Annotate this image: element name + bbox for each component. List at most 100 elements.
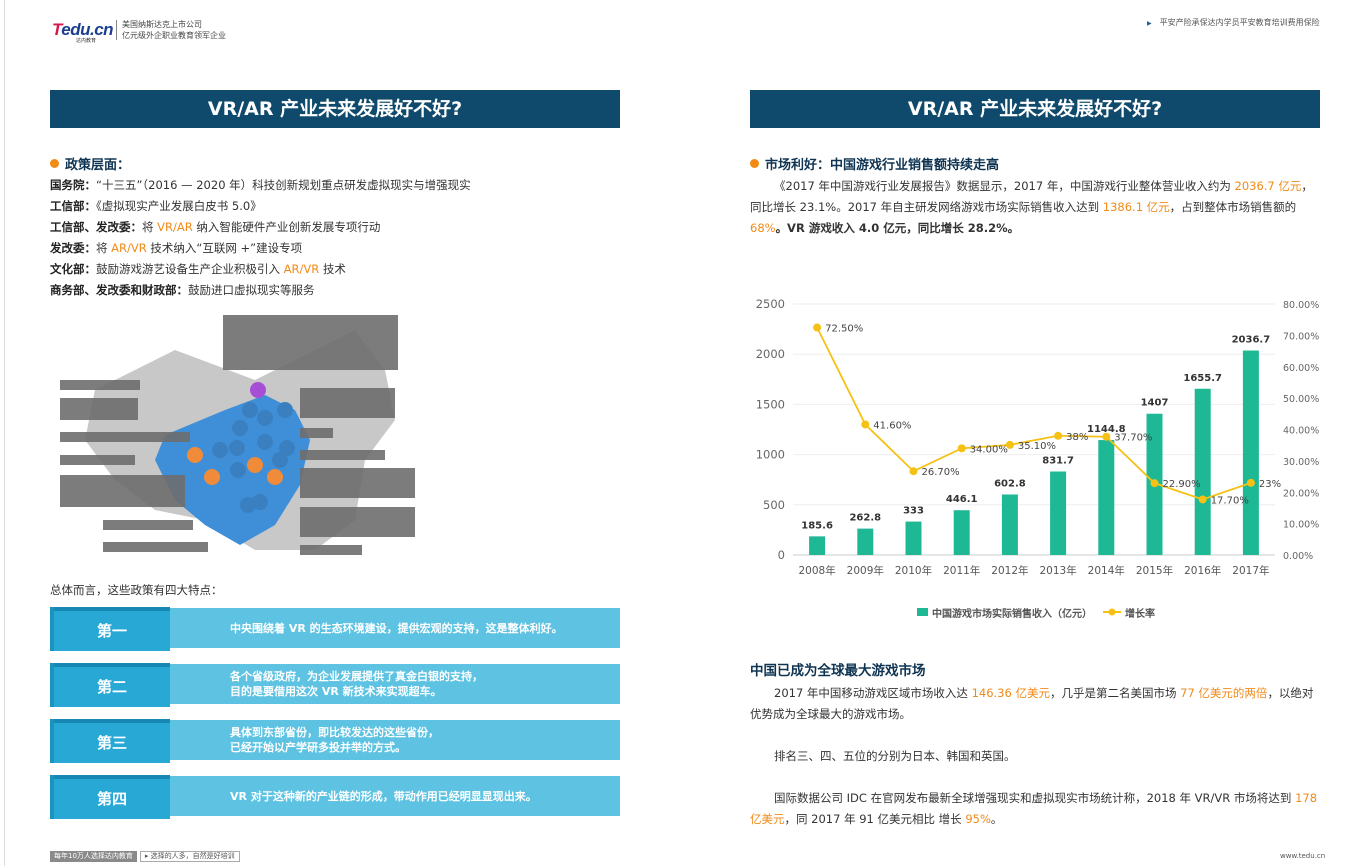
ranking-paragraph: 排名三、四、五位的分别为日本、韩国和英国。 bbox=[774, 749, 1016, 763]
bar-value-label: 333 bbox=[903, 506, 924, 517]
feature-label: 第四 bbox=[54, 779, 170, 819]
revenue-bar bbox=[1194, 388, 1211, 555]
feature-bevel bbox=[50, 775, 170, 779]
feature-row: 第四 VR 对于这种新的产业链的形成，带动作用已经明显显现出来。 bbox=[50, 775, 620, 819]
feature-text-line: 已经开始以产学研多投并举的方式。 bbox=[230, 741, 406, 754]
highlight-text: 68% bbox=[750, 221, 776, 235]
x-tick-label: 2015年 bbox=[1136, 564, 1173, 577]
x-tick-label: 2016年 bbox=[1184, 564, 1221, 577]
policy-agency: 工信部、发改委： bbox=[50, 220, 142, 234]
feature-bar bbox=[170, 664, 620, 704]
footer-url: www.tedu.cn bbox=[1280, 852, 1326, 860]
highlight-text: 95% bbox=[965, 812, 991, 826]
feature-bevel-left bbox=[50, 607, 54, 651]
paragraph-text: ，以绝对优势成为全球最大的游戏市场。 bbox=[750, 686, 1314, 721]
footer-slogan: 每年10万人选择达内教育 bbox=[50, 851, 137, 862]
paragraph-text: 。VR 游戏收入 4.0 亿元，同比增长 28.2%。 bbox=[775, 221, 1020, 235]
feature-text-line: 具体到东部省份，即比较发达的这些省份， bbox=[230, 726, 439, 739]
growth-rate-label: 26.70% bbox=[922, 467, 960, 478]
feature-text-line: 各个省级政府，为企业发展提供了真金白银的支持， bbox=[230, 670, 483, 683]
market-paragraph: 《2017 年中国游戏行业发展报告》数据显示，2017 年，中国游戏行业整体营业… bbox=[750, 176, 1320, 239]
feature-label: 第二 bbox=[54, 667, 170, 707]
x-tick-label: 2010年 bbox=[895, 564, 932, 577]
china-vr-map-image bbox=[60, 315, 415, 555]
logo-subtitle: 达内教育 bbox=[76, 38, 97, 44]
legend-bar-swatch bbox=[917, 608, 928, 616]
second-heading: 中国已成为全球最大游戏市场 bbox=[750, 663, 926, 679]
policy-item: 文化部：鼓励游戏游艺设备生产企业积极引入 AR/VR 技术 bbox=[50, 259, 471, 280]
growth-rate-label: 72.50% bbox=[825, 324, 863, 335]
section-text: 政策层面： bbox=[65, 158, 131, 173]
revenue-bar bbox=[1050, 471, 1067, 555]
bar-value-label: 1655.7 bbox=[1183, 373, 1222, 384]
left-title-bar: VR/AR 产业未来发展好不好? bbox=[50, 90, 620, 128]
feature-bevel bbox=[50, 663, 170, 667]
policy-text: 《虚拟现实产业发展白皮书 5.0》 bbox=[96, 199, 262, 213]
x-tick-label: 2008年 bbox=[798, 564, 835, 577]
growth-rate-point bbox=[909, 467, 918, 476]
paragraph-text: ，几乎是第二名美国市场 bbox=[1049, 686, 1181, 700]
feature-text: VR 对于这种新的产业链的形成，带动作用已经明显显现出来。 bbox=[230, 775, 537, 817]
growth-rate-label: 35.10% bbox=[1018, 441, 1056, 452]
legend-line-marker bbox=[1108, 608, 1116, 616]
highlight-text: 178 亿美元 bbox=[750, 791, 1318, 826]
policy-text-end: 技术 bbox=[319, 262, 346, 276]
growth-rate-point bbox=[861, 420, 870, 429]
feature-row: 第二 各个省级政府，为企业发展提供了真金白银的支持， 目的是要借用这次 VR 新技术… bbox=[50, 663, 620, 707]
y-right-tick-label: 50.00% bbox=[1283, 394, 1319, 405]
growth-rate-label: 17.70% bbox=[1211, 495, 1249, 506]
feature-text-line: 中央围绕着 VR 的生态环境建设，提供宏观的支持，这是整体利好。 bbox=[230, 621, 563, 635]
policy-highlight: AR/VR bbox=[283, 262, 320, 276]
feature-bar bbox=[170, 776, 620, 816]
growth-rate-point bbox=[1005, 440, 1014, 449]
legend-bar-label: 中国游戏市场实际销售收入（亿元） bbox=[932, 607, 1092, 620]
footer-slogan-2-text: 选择的人多，自然是好培训 bbox=[150, 852, 235, 860]
tedu-logo: Tedu.cn bbox=[52, 20, 114, 39]
policy-item: 工信部：《虚拟现实产业发展白皮书 5.0》 bbox=[50, 196, 471, 217]
footer-slogan-2: ▸ 选择的人多，自然是好培训 bbox=[139, 851, 240, 862]
feature-bevel-left bbox=[50, 775, 54, 819]
y-right-tick-label: 40.00% bbox=[1283, 426, 1319, 437]
revenue-bar bbox=[1242, 350, 1259, 555]
map-callout-boxes bbox=[60, 315, 415, 555]
growth-rate-label: 38% bbox=[1066, 432, 1088, 443]
policy-text: 将 bbox=[96, 241, 112, 255]
x-tick-label: 2017年 bbox=[1232, 564, 1269, 577]
bar-value-label: 185.6 bbox=[801, 520, 833, 531]
beijing-pin bbox=[250, 382, 266, 398]
revenue-bar bbox=[1001, 494, 1018, 555]
growth-rate-point bbox=[813, 323, 822, 332]
policy-agency: 文化部： bbox=[50, 262, 96, 276]
bar-value-label: 446.1 bbox=[946, 494, 978, 505]
growth-rate-label: 37.70% bbox=[1114, 433, 1152, 444]
game-revenue-chart: 0 500 1000 1500 2000 2500 0.00% 10.00% 20.00% 30.… bbox=[756, 297, 1320, 620]
bullet-dot-icon bbox=[50, 159, 59, 168]
y-right-tick-label: 70.00% bbox=[1283, 331, 1319, 342]
policy-text: 将 bbox=[142, 220, 158, 234]
feature-label: 第三 bbox=[54, 723, 170, 763]
logo-divider bbox=[116, 20, 117, 40]
tagline: 美国纳斯达克上市公司 亿元级外企职业教育领军企业 bbox=[122, 19, 226, 41]
growth-rate-label: 34.00% bbox=[970, 444, 1008, 455]
right-section-heading: 市场利好：中国游戏行业销售额持续走高 bbox=[750, 154, 999, 173]
tagline-2: 亿元级外企职业教育领军企业 bbox=[122, 31, 226, 40]
policy-text-end: 纳入智能硬件产业创新发展专项行动 bbox=[192, 220, 381, 234]
x-tick-label: 2014年 bbox=[1088, 564, 1125, 577]
bar-value-label: 262.8 bbox=[849, 513, 881, 524]
feature-text: 中央围绕着 VR 的生态环境建设，提供宏观的支持，这是整体利好。 bbox=[230, 607, 563, 649]
map-pins bbox=[212, 402, 295, 513]
paragraph-text: ，同比增长 23.1%。2017 年自主研发网络游戏市场实际销售收入达到 bbox=[750, 179, 1313, 214]
highlight-text: 146.36 亿美元 bbox=[971, 686, 1050, 700]
policy-text: 鼓励游戏游艺设备生产企业积极引入 bbox=[96, 262, 284, 276]
x-tick-label: 2009年 bbox=[847, 564, 884, 577]
policy-highlight: VR/AR bbox=[157, 220, 193, 234]
y-left-tick-label: 500 bbox=[763, 498, 785, 512]
growth-rate-point bbox=[1198, 495, 1207, 504]
y-right-tick-label: 10.00% bbox=[1283, 520, 1319, 531]
bar-value-label: 602.8 bbox=[994, 478, 1026, 489]
triangle-icon: ▶ bbox=[1147, 20, 1152, 27]
growth-rate-label: 23% bbox=[1259, 479, 1281, 490]
y-left-tick-label: 1500 bbox=[756, 397, 785, 411]
revenue-bar bbox=[953, 510, 970, 555]
left-section-heading: 政策层面： bbox=[50, 154, 130, 173]
